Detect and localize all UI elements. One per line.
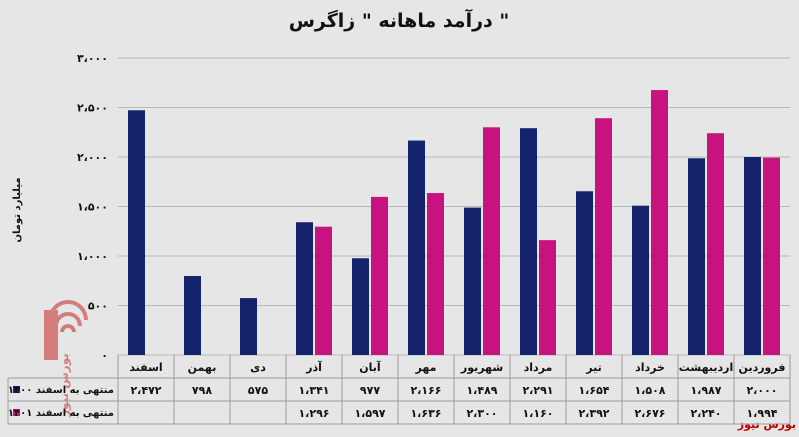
bar bbox=[520, 128, 537, 355]
watermark-logo: بورس نیوز bbox=[44, 300, 88, 418]
y-tick-label: ۱،۰۰۰ bbox=[77, 250, 108, 263]
x-tick-label: آبان bbox=[359, 360, 381, 374]
data-label: ۲،۳۰۰ bbox=[466, 407, 497, 420]
data-label: ۱،۹۹۴ bbox=[746, 407, 777, 420]
y-tick-label: ۳،۰۰۰ bbox=[77, 52, 108, 65]
bar bbox=[576, 191, 593, 355]
x-tick-label: اردیبهشت bbox=[679, 361, 733, 374]
legend-label: منتهی به اسفند ۱۴۰۱ bbox=[8, 408, 114, 419]
y-tick-label: ۲،۰۰۰ bbox=[77, 151, 108, 164]
data-label: ۲،۲۴۰ bbox=[690, 407, 721, 420]
x-tick-label: بهمن bbox=[188, 361, 217, 374]
x-tick-label: فروردین bbox=[739, 361, 786, 374]
bar bbox=[632, 205, 649, 355]
data-label: ۲،۰۰۰ bbox=[746, 384, 777, 397]
data-label: ۲،۶۷۶ bbox=[634, 407, 665, 420]
legend-label: منتهی به اسفند ۱۴۰۰ bbox=[8, 385, 114, 396]
data-label: ۷۹۸ bbox=[192, 384, 212, 397]
data-label: ۱،۶۳۶ bbox=[410, 407, 441, 420]
bar bbox=[427, 193, 444, 355]
bar bbox=[240, 298, 257, 355]
y-axis-label: میلیارد تومان bbox=[12, 177, 23, 242]
chart-title: درآمد ماهانه " زاگرس " bbox=[289, 8, 510, 32]
legend-swatch bbox=[13, 409, 20, 416]
data-label: ۱،۴۸۹ bbox=[466, 384, 497, 397]
bar bbox=[128, 110, 145, 355]
bar bbox=[371, 196, 388, 355]
y-tick-label: ۱،۵۰۰ bbox=[77, 201, 108, 214]
x-tick-label: شهریور bbox=[460, 361, 503, 374]
data-label: ۲،۴۷۲ bbox=[130, 384, 161, 397]
y-tick-label: ۵۰۰ bbox=[88, 300, 108, 313]
x-tick-label: مرداد bbox=[524, 361, 553, 374]
data-label: ۱،۱۶۰ bbox=[522, 407, 553, 420]
y-tick-label: ۲،۵۰۰ bbox=[77, 102, 108, 115]
bar bbox=[408, 140, 425, 355]
bar bbox=[707, 133, 724, 355]
x-tick-label: اسفند bbox=[129, 361, 162, 374]
data-label: ۲،۳۹۲ bbox=[578, 407, 609, 420]
data-label: ۱،۲۹۶ bbox=[298, 407, 329, 420]
x-tick-label: دی bbox=[250, 361, 266, 374]
data-label: ۲،۲۹۱ bbox=[522, 384, 553, 397]
legend-swatch bbox=[13, 386, 20, 393]
data-label: ۱،۵۹۷ bbox=[354, 407, 385, 420]
bar bbox=[315, 226, 332, 355]
data-label: ۱،۹۸۷ bbox=[690, 384, 721, 397]
bar bbox=[595, 118, 612, 355]
bar bbox=[483, 127, 500, 355]
bar bbox=[296, 222, 313, 355]
data-label: ۱،۶۵۴ bbox=[578, 384, 609, 397]
watermark-text: بورس نیوز bbox=[57, 353, 72, 418]
bar bbox=[352, 258, 369, 355]
data-label: ۹۷۷ bbox=[360, 384, 380, 397]
bar bbox=[464, 207, 481, 355]
y-tick-label: ۰ bbox=[101, 349, 108, 362]
bar bbox=[184, 275, 201, 355]
data-label: ۱،۵۰۸ bbox=[634, 384, 665, 397]
bar bbox=[688, 158, 705, 355]
bar bbox=[539, 240, 556, 355]
data-label: ۵۷۵ bbox=[248, 384, 268, 397]
bar bbox=[763, 157, 780, 355]
bar bbox=[651, 90, 668, 356]
x-tick-label: خرداد bbox=[635, 361, 665, 374]
x-tick-label: مهر bbox=[415, 361, 437, 374]
data-label: ۲،۱۶۶ bbox=[410, 384, 441, 397]
x-tick-label: آذر bbox=[305, 360, 322, 374]
x-tick-label: تیر bbox=[585, 361, 601, 374]
brand-label: بورس نیوز bbox=[737, 418, 796, 431]
data-label: ۱،۳۴۱ bbox=[298, 384, 329, 397]
bar bbox=[744, 157, 761, 355]
